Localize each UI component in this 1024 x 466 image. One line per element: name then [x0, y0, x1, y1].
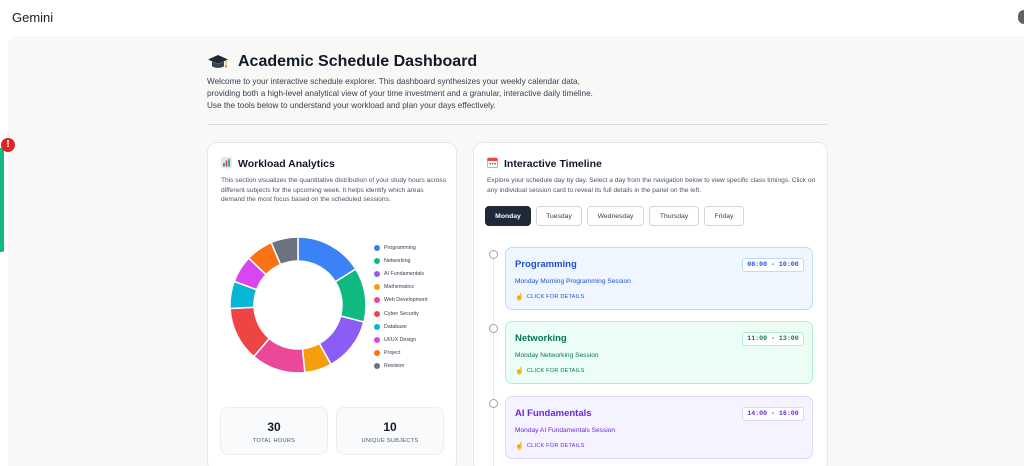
- bar-chart-icon: [221, 155, 232, 173]
- legend-item-ui-ux-design[interactable]: UI/UX Design: [374, 333, 427, 346]
- click-for-details-link[interactable]: ☝ CLICK FOR DETAILS: [515, 293, 585, 301]
- legend-label: Programming: [384, 244, 416, 251]
- timeline-dot: [489, 250, 498, 259]
- tab-tuesday[interactable]: Tuesday: [536, 206, 582, 226]
- cta-label: CLICK FOR DETAILS: [526, 368, 585, 374]
- legend-item-revision[interactable]: Revision: [374, 360, 427, 373]
- session-description: Monday Networking Session: [515, 352, 599, 359]
- timeline-title: Interactive Timeline: [504, 158, 602, 170]
- tab-wednesday[interactable]: Wednesday: [587, 206, 644, 226]
- page-title: Academic Schedule Dashboard: [238, 53, 478, 70]
- session-description: Monday AI Fundamentals Session: [515, 427, 616, 434]
- chart-legend: Programming Networking AI Fundamentals Math…: [374, 241, 427, 373]
- page-description: Welcome to your interactive schedule exp…: [207, 77, 593, 110]
- legend-label: UI/UX Design: [384, 336, 417, 343]
- legend-swatch: [374, 323, 380, 330]
- legend-swatch: [374, 363, 380, 370]
- stat-value: 10: [383, 420, 397, 434]
- pointing-hand-icon: ☝: [515, 294, 524, 301]
- workload-analytics-card: Workload Analytics This section visualiz…: [207, 142, 457, 466]
- page-header: Academic Schedule Dashboard Welcome to y…: [207, 52, 627, 112]
- slice-revision[interactable]: [270, 236, 299, 266]
- session-description: Monday Morning Programming Session: [515, 278, 631, 285]
- legend-label: Database: [384, 323, 407, 330]
- click-for-details-link[interactable]: ☝ CLICK FOR DETAILS: [515, 442, 585, 450]
- alert-icon[interactable]: !: [1, 138, 15, 152]
- cta-label: CLICK FOR DETAILS: [526, 294, 585, 300]
- session-name: Programming: [515, 259, 577, 270]
- graduation-cap-icon: [207, 54, 229, 70]
- session-time-badge: 08:00 - 10:00: [742, 258, 804, 272]
- legend-label: Project: [384, 350, 401, 357]
- legend-item-programming[interactable]: Programming: [374, 241, 427, 254]
- legend-label: Revision: [384, 363, 405, 370]
- session-card[interactable]: Programming Monday Morning Programming Se…: [505, 247, 813, 310]
- legend-label: Mathematics: [384, 284, 415, 291]
- day-tabs: Monday Tuesday Wednesday Thursday Friday: [485, 206, 749, 226]
- analytics-title: Workload Analytics: [238, 158, 335, 170]
- pointing-hand-icon: ☝: [515, 368, 524, 375]
- legend-item-web-development[interactable]: Web Development: [374, 294, 427, 307]
- legend-label: Web Development: [384, 297, 428, 304]
- click-for-details-link[interactable]: ☝ CLICK FOR DETAILS: [515, 367, 585, 375]
- app-name: Gemini: [12, 10, 54, 25]
- top-bar: Gemini: [0, 0, 1024, 34]
- legend-swatch: [374, 350, 380, 357]
- tab-friday[interactable]: Friday: [704, 206, 744, 226]
- legend-item-database[interactable]: Database: [374, 320, 427, 333]
- legend-item-networking[interactable]: Networking: [374, 254, 427, 267]
- timeline-line: [493, 255, 494, 466]
- session-time-badge: 11:00 - 13:00: [742, 332, 804, 346]
- legend-swatch: [374, 257, 380, 264]
- stat-value: 30: [267, 420, 281, 434]
- total-hours-stat: 30 TOTAL HOURS: [220, 407, 328, 455]
- legend-item-cyber-security[interactable]: Cyber Security: [374, 307, 427, 320]
- legend-label: Cyber Security: [384, 310, 419, 317]
- legend-swatch: [374, 336, 380, 343]
- session-name: AI Fundamentals: [515, 408, 592, 419]
- header-divider: [207, 124, 827, 125]
- unique-subjects-stat: 10 UNIQUE SUBJECTS: [336, 407, 444, 455]
- cta-label: CLICK FOR DETAILS: [526, 443, 585, 449]
- calendar-icon: [487, 155, 498, 173]
- stat-label: UNIQUE SUBJECTS: [361, 438, 419, 444]
- session-card[interactable]: Networking Monday Networking Session ☝ CLIC…: [505, 321, 813, 384]
- legend-item-project[interactable]: Project: [374, 347, 427, 360]
- session-name: Networking: [515, 333, 567, 344]
- legend-item-mathematics[interactable]: Mathematics: [374, 281, 427, 294]
- tab-thursday[interactable]: Thursday: [649, 206, 699, 226]
- legend-swatch: [374, 297, 380, 304]
- timeline-dot: [489, 399, 498, 408]
- legend-item-ai-fundamentals[interactable]: AI Fundamentals: [374, 267, 427, 280]
- analytics-description: This section visualizes the quantitative…: [221, 177, 447, 203]
- timeline-description: Explore your schedule day by day. Select…: [487, 177, 816, 194]
- legend-swatch: [374, 284, 380, 291]
- side-panel-handle[interactable]: [0, 148, 4, 252]
- pointing-hand-icon: ☝: [515, 443, 524, 450]
- tab-monday[interactable]: Monday: [485, 206, 531, 226]
- account-avatar[interactable]: [1018, 10, 1024, 24]
- timeline-dot: [489, 324, 498, 333]
- legend-label: AI Fundamentals: [384, 270, 425, 277]
- subject-doughnut-chart[interactable]: [228, 235, 368, 375]
- interactive-timeline-card: Interactive Timeline Explore your schedu…: [473, 142, 828, 466]
- legend-label: Networking: [384, 257, 411, 264]
- session-time-badge: 14:00 - 16:00: [742, 407, 804, 421]
- legend-swatch: [374, 244, 380, 251]
- legend-swatch: [374, 270, 380, 277]
- session-card[interactable]: AI Fundamentals Monday AI Fundamentals Se…: [505, 396, 813, 459]
- stat-label: TOTAL HOURS: [252, 438, 296, 444]
- legend-swatch: [374, 310, 380, 317]
